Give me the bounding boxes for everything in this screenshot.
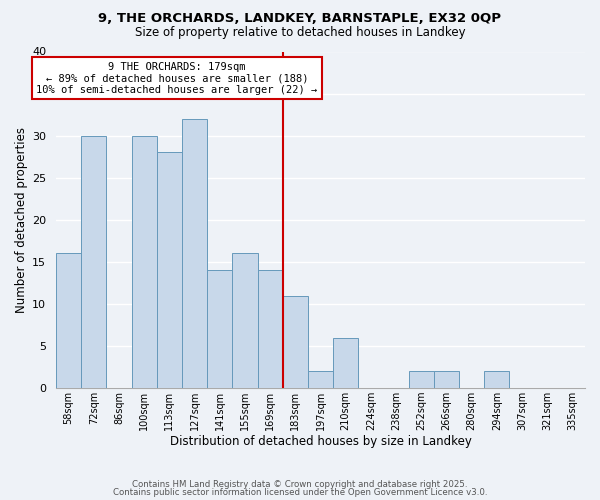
Bar xyxy=(131,136,157,388)
Text: Size of property relative to detached houses in Landkey: Size of property relative to detached ho… xyxy=(134,26,466,39)
Y-axis label: Number of detached properties: Number of detached properties xyxy=(15,127,28,313)
Bar xyxy=(484,371,509,388)
Bar xyxy=(409,371,434,388)
Bar xyxy=(308,371,333,388)
Text: Contains public sector information licensed under the Open Government Licence v3: Contains public sector information licen… xyxy=(113,488,487,497)
Bar xyxy=(283,296,308,388)
X-axis label: Distribution of detached houses by size in Landkey: Distribution of detached houses by size … xyxy=(170,434,472,448)
Bar xyxy=(56,254,81,388)
Bar xyxy=(232,254,257,388)
Bar xyxy=(81,136,106,388)
Bar xyxy=(157,152,182,388)
Text: 9 THE ORCHARDS: 179sqm
← 89% of detached houses are smaller (188)
10% of semi-de: 9 THE ORCHARDS: 179sqm ← 89% of detached… xyxy=(37,62,317,95)
Bar xyxy=(182,119,207,388)
Bar xyxy=(333,338,358,388)
Bar xyxy=(434,371,459,388)
Text: 9, THE ORCHARDS, LANDKEY, BARNSTAPLE, EX32 0QP: 9, THE ORCHARDS, LANDKEY, BARNSTAPLE, EX… xyxy=(98,12,502,26)
Bar xyxy=(257,270,283,388)
Bar xyxy=(207,270,232,388)
Text: Contains HM Land Registry data © Crown copyright and database right 2025.: Contains HM Land Registry data © Crown c… xyxy=(132,480,468,489)
